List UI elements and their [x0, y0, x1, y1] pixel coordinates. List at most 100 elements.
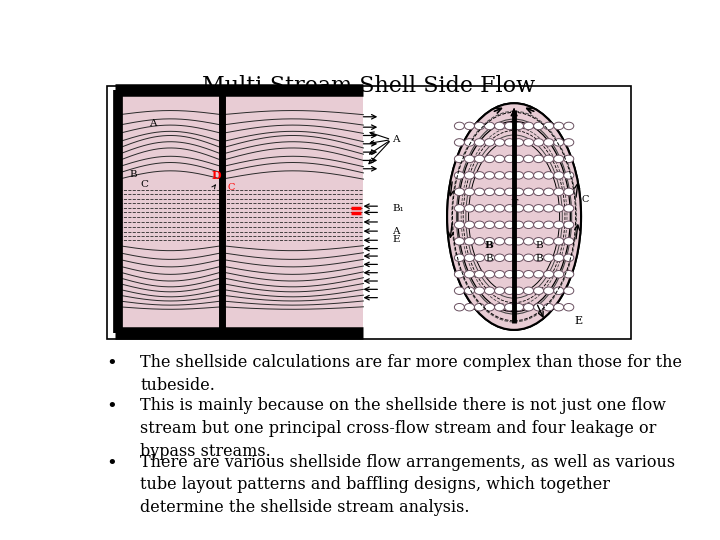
Circle shape [454, 122, 464, 130]
Circle shape [474, 122, 485, 130]
Circle shape [495, 172, 505, 179]
Circle shape [513, 205, 523, 212]
Circle shape [554, 122, 564, 130]
Circle shape [495, 303, 505, 311]
Circle shape [454, 155, 464, 163]
Text: E: E [574, 315, 582, 326]
Text: C: C [581, 195, 588, 205]
Circle shape [464, 287, 474, 294]
Circle shape [544, 172, 554, 179]
Text: •: • [107, 454, 117, 471]
Circle shape [454, 139, 464, 146]
Circle shape [554, 287, 564, 294]
Circle shape [544, 122, 554, 130]
Circle shape [454, 238, 464, 245]
Circle shape [485, 172, 495, 179]
Circle shape [495, 287, 505, 294]
Text: C: C [228, 183, 235, 192]
Circle shape [534, 271, 544, 278]
Circle shape [534, 221, 544, 228]
Circle shape [454, 188, 464, 195]
Bar [115, 90, 364, 333]
Circle shape [554, 238, 564, 245]
Circle shape [474, 172, 485, 179]
Circle shape [485, 287, 495, 294]
Text: F: F [510, 199, 518, 209]
Circle shape [523, 238, 534, 245]
Circle shape [485, 205, 495, 212]
Circle shape [523, 139, 534, 146]
Circle shape [495, 122, 505, 130]
Text: B: B [485, 241, 493, 250]
Circle shape [474, 287, 485, 294]
Circle shape [534, 287, 544, 294]
Circle shape [513, 122, 523, 130]
Circle shape [474, 139, 485, 146]
Text: •: • [107, 397, 117, 415]
Circle shape [495, 254, 505, 261]
Circle shape [505, 271, 515, 278]
Circle shape [523, 205, 534, 212]
Text: A: A [392, 135, 400, 144]
Circle shape [505, 188, 515, 195]
Circle shape [495, 188, 505, 195]
Circle shape [544, 221, 554, 228]
Circle shape [505, 254, 515, 261]
Circle shape [544, 188, 554, 195]
Text: B₁: B₁ [392, 204, 404, 213]
Text: This is mainly because on the shellside there is not just one flow
stream but on: This is mainly because on the shellside … [140, 397, 666, 460]
Text: B: B [536, 254, 543, 262]
Circle shape [464, 221, 474, 228]
Circle shape [485, 122, 495, 130]
Circle shape [485, 139, 495, 146]
Circle shape [513, 303, 523, 311]
Circle shape [454, 205, 464, 212]
Circle shape [523, 188, 534, 195]
Circle shape [544, 254, 554, 261]
Text: A: A [392, 227, 400, 235]
Circle shape [495, 205, 505, 212]
Circle shape [495, 139, 505, 146]
Circle shape [474, 271, 485, 278]
Circle shape [474, 155, 485, 163]
Circle shape [505, 155, 515, 163]
Circle shape [505, 287, 515, 294]
Circle shape [454, 221, 464, 228]
Circle shape [474, 221, 485, 228]
Ellipse shape [447, 103, 581, 330]
Circle shape [554, 139, 564, 146]
Bar [107, 85, 631, 339]
Circle shape [454, 303, 464, 311]
Circle shape [464, 205, 474, 212]
Circle shape [554, 205, 564, 212]
Circle shape [485, 271, 495, 278]
Circle shape [464, 254, 474, 261]
Circle shape [513, 139, 523, 146]
Text: E: E [392, 235, 400, 244]
Circle shape [505, 122, 515, 130]
Circle shape [564, 139, 574, 146]
Circle shape [544, 238, 554, 245]
Circle shape [534, 303, 544, 311]
Circle shape [474, 303, 485, 311]
Circle shape [495, 155, 505, 163]
Circle shape [454, 271, 464, 278]
Circle shape [534, 122, 544, 130]
Circle shape [474, 238, 485, 245]
Circle shape [564, 122, 574, 130]
Circle shape [464, 303, 474, 311]
Circle shape [544, 287, 554, 294]
Circle shape [505, 139, 515, 146]
Text: There are various shellside flow arrangements, as well as various
tube layout pa: There are various shellside flow arrange… [140, 454, 675, 516]
Circle shape [523, 122, 534, 130]
Circle shape [523, 221, 534, 228]
Circle shape [564, 254, 574, 261]
Text: The shellside calculations are far more complex than those for the
tubeside.: The shellside calculations are far more … [140, 354, 683, 394]
Circle shape [513, 238, 523, 245]
Circle shape [523, 287, 534, 294]
Circle shape [464, 155, 474, 163]
Circle shape [474, 254, 485, 261]
Circle shape [454, 172, 464, 179]
Circle shape [523, 254, 534, 261]
Circle shape [554, 303, 564, 311]
